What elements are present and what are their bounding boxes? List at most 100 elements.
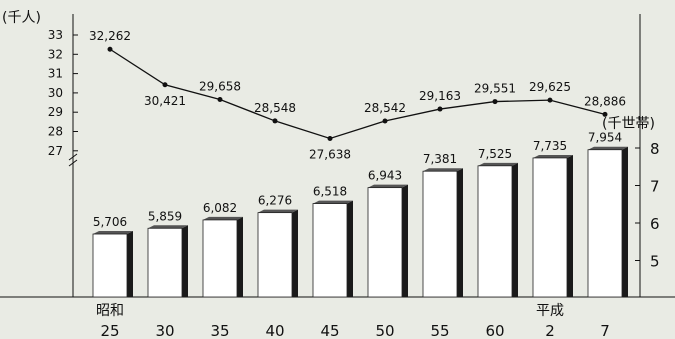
bar-side: [347, 200, 353, 297]
category-label: 35: [210, 322, 229, 339]
bar-face: [202, 219, 238, 298]
labels: 5,706 5,859 6,082 6,276 6,518 6,943 7,381 7,525…: [89, 29, 626, 339]
category-label: 50: [375, 322, 394, 339]
bar: [312, 200, 353, 298]
line-value-label: 29,658: [199, 80, 241, 94]
right-tick-label: 8: [650, 140, 660, 158]
era-label-showa: 昭和: [96, 303, 124, 319]
line-value-label: 28,548: [254, 101, 296, 115]
line-point: [272, 118, 278, 124]
bar-face: [257, 212, 293, 298]
bar-side: [622, 146, 628, 297]
era-label-heisei: 平成: [536, 303, 564, 319]
line-point: [602, 111, 608, 117]
bar-top: [203, 216, 243, 220]
line-value-label: 29,551: [474, 82, 516, 96]
bar-series: [92, 146, 628, 298]
bar-value-label: 6,276: [258, 194, 292, 208]
left-tick-label: 27: [48, 144, 63, 158]
bar-value-label: 6,082: [203, 201, 237, 215]
line-value-label: 29,163: [419, 89, 461, 103]
line-value-label: 32,262: [89, 29, 131, 43]
bar-side: [127, 231, 133, 297]
bar-top: [533, 154, 573, 158]
line-value-label: 29,625: [529, 80, 571, 94]
line-point: [492, 99, 498, 105]
bar-face: [477, 165, 513, 298]
bar-value-label: 6,943: [368, 169, 402, 183]
category-label: 45: [320, 322, 339, 339]
line-point: [547, 97, 553, 103]
bar: [422, 168, 463, 298]
bar: [587, 146, 628, 298]
line-value-label: 30,421: [144, 94, 186, 108]
bar: [532, 154, 573, 298]
bar-value-label: 7,381: [423, 152, 457, 166]
bar-face: [422, 170, 458, 298]
line-value-label: 27,638: [309, 147, 351, 161]
left-axis-unit: (千人): [2, 10, 41, 26]
bar-top: [588, 146, 628, 150]
bar-value-label: 5,706: [93, 215, 127, 229]
left-tick-label: 28: [48, 125, 63, 139]
bar-side: [512, 162, 518, 297]
bar-top: [313, 200, 353, 204]
bar-face: [147, 227, 183, 298]
bar-top: [148, 225, 188, 229]
bar-value-label: 7,954: [588, 131, 622, 145]
line-point: [217, 97, 223, 103]
left-tick-label: 30: [48, 86, 63, 100]
bar-side: [402, 184, 408, 297]
bar-side: [567, 154, 573, 297]
line-point: [107, 46, 113, 52]
line-point: [437, 106, 443, 112]
bar: [92, 231, 133, 298]
bar-top: [93, 231, 133, 235]
line-point: [382, 118, 388, 124]
bar-value-label: 7,525: [478, 147, 512, 161]
line-series: [107, 46, 608, 141]
bar: [147, 225, 188, 298]
line-value-label: 28,542: [364, 101, 406, 115]
line-point: [327, 135, 333, 141]
bar: [257, 209, 298, 298]
bar-value-label: 6,518: [313, 185, 347, 199]
category-label: 55: [430, 322, 449, 339]
bar-face: [532, 157, 568, 298]
bar-side: [237, 216, 243, 297]
bar-side: [292, 209, 298, 297]
bar: [477, 162, 518, 298]
right-axis-unit: (千世帯): [602, 116, 655, 132]
left-axis-break: [68, 153, 78, 167]
population-line: [109, 48, 606, 140]
bar-top: [368, 184, 408, 188]
bar-value-label: 5,859: [148, 209, 182, 223]
bar-top: [423, 168, 463, 172]
category-label: 7: [600, 322, 610, 339]
bar: [367, 184, 408, 298]
bar-face: [367, 187, 403, 298]
category-label: 60: [485, 322, 504, 339]
bar-side: [182, 225, 188, 297]
bar-value-label: 7,735: [533, 139, 567, 153]
bar: [202, 216, 243, 298]
category-label: 2: [545, 322, 555, 339]
left-tick-label: 29: [48, 105, 63, 119]
bar-face: [312, 203, 348, 298]
line-point: [162, 82, 168, 88]
bar-top: [258, 209, 298, 213]
right-tick-label: 7: [650, 178, 660, 196]
category-label: 25: [100, 322, 119, 339]
right-tick-label: 5: [650, 253, 660, 271]
right-tick-label: 6: [650, 215, 660, 233]
bar-side: [457, 168, 463, 297]
bar-top: [478, 162, 518, 166]
line-value-label: 28,886: [584, 94, 626, 108]
left-tick-label: 32: [48, 47, 63, 61]
category-label: 30: [155, 322, 174, 339]
bar-face: [92, 233, 128, 298]
left-tick-label: 31: [48, 67, 63, 81]
category-label: 40: [265, 322, 284, 339]
left-tick-label: 33: [48, 28, 63, 42]
